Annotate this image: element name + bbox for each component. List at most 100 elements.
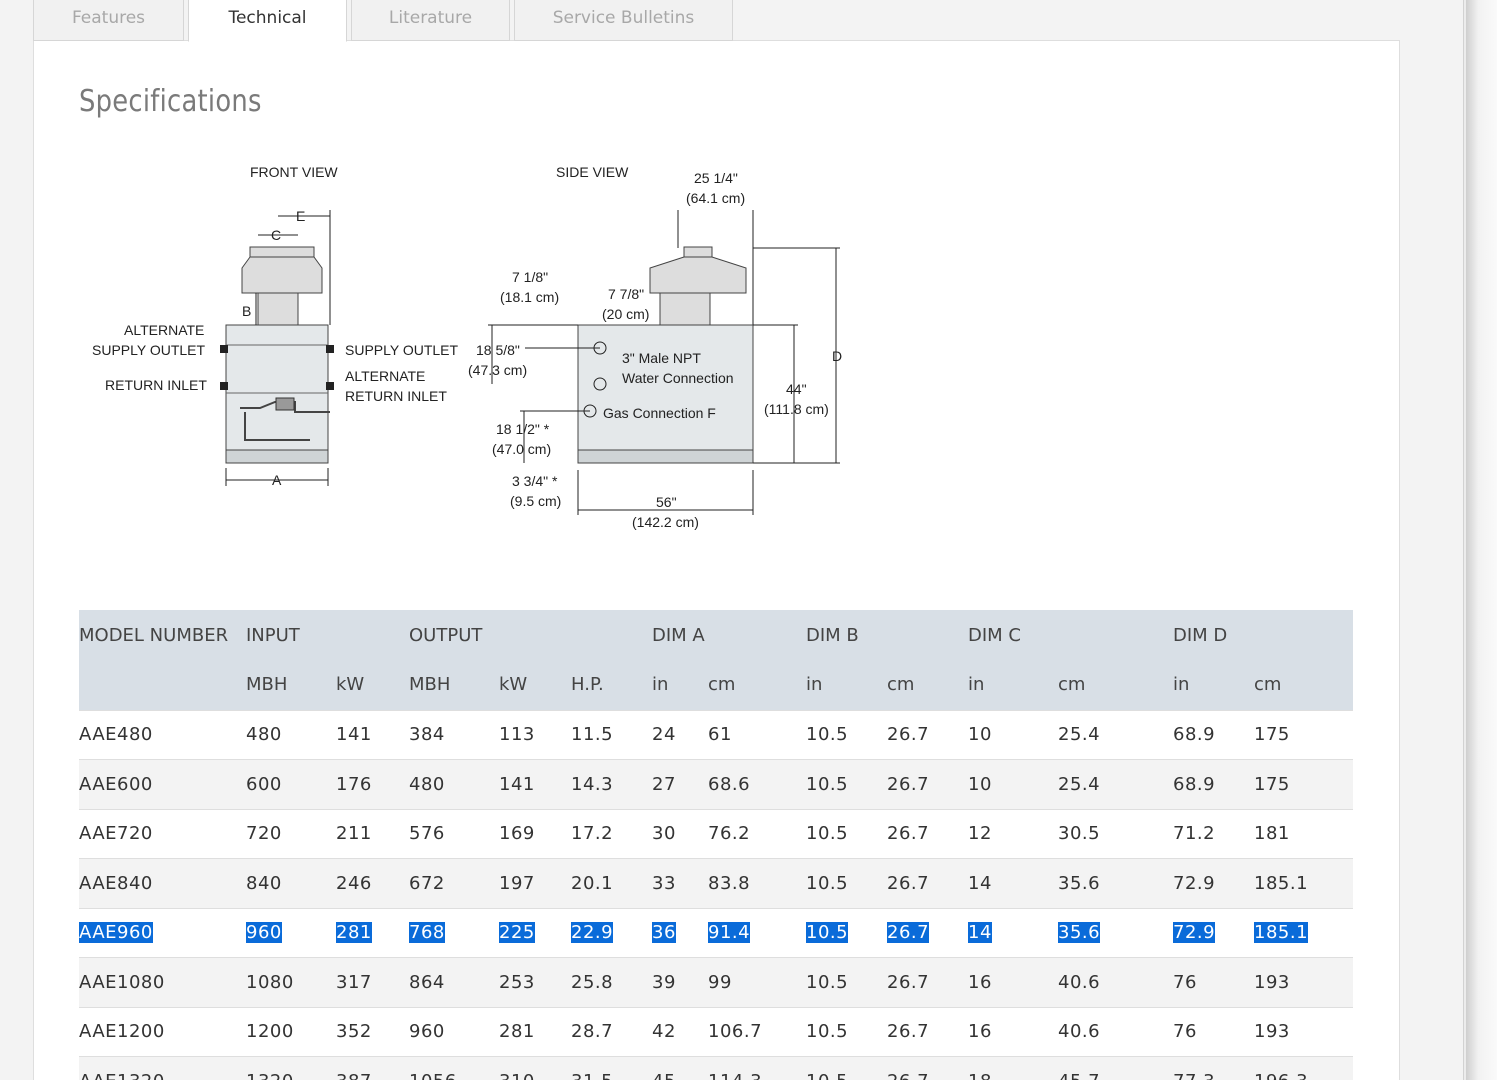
- side-body: [577, 324, 754, 464]
- dim-e-label: E: [296, 208, 305, 224]
- dimension-diagram: FRONT VIEW E C B A ALTERNATE SUPPLY OUTL…: [92, 164, 842, 530]
- model-number-cell: AAE1080: [79, 957, 246, 1007]
- cell-value: 672: [409, 872, 445, 894]
- cell-value: 10.5: [806, 724, 849, 746]
- table-row[interactable]: AAE480 480 141 384 113 11.5 24 61 10.5 26.7 10 25.4…: [79, 709, 1353, 760]
- table-cell: 864: [409, 957, 499, 1007]
- side-flue-cap: [683, 246, 713, 258]
- tab-technical[interactable]: Technical: [188, 0, 347, 42]
- table-cell: 175: [1254, 759, 1353, 809]
- table-cell: 39: [652, 957, 708, 1007]
- table-cell: 83.8: [708, 858, 806, 908]
- cell-value: 10.5: [806, 922, 849, 944]
- table-row[interactable]: AAE960 960 281 768 225 22.9 36 91.4 10.5 26.7 14 35…: [79, 907, 1353, 958]
- model-number-cell: AAE840: [79, 858, 246, 908]
- table-row[interactable]: AAE1080 1080 317 864 253 25.8 39 99 10.5 26.7 16 40…: [79, 957, 1353, 1007]
- table-cell: 11.5: [571, 709, 652, 760]
- tab-features[interactable]: Features: [33, 0, 184, 41]
- table-cell: 352: [336, 1006, 409, 1057]
- cell-value: 36: [652, 922, 676, 944]
- tab-literature[interactable]: Literature: [351, 0, 510, 41]
- table-cell: 1200: [246, 1006, 336, 1057]
- table-cell: 31.5: [571, 1056, 652, 1080]
- table-cell: 28.7: [571, 1006, 652, 1057]
- table-cell: 114.3: [708, 1056, 806, 1080]
- cell-value: 76.2: [708, 823, 751, 845]
- table-cell: 225: [499, 907, 571, 958]
- cell-value: 10.5: [806, 1071, 848, 1080]
- cell-value: AAE480: [79, 724, 153, 746]
- table-cell: 181: [1254, 808, 1353, 859]
- cell-value: 26.7: [887, 1071, 929, 1080]
- table-cell: 76.2: [708, 808, 806, 859]
- table-cell: 18: [968, 1056, 1058, 1080]
- cell-value: 16: [968, 1021, 992, 1043]
- tab-service-bulletins[interactable]: Service Bulletins: [514, 0, 733, 41]
- table-cell: 26.7: [887, 957, 968, 1007]
- cell-value: 246: [336, 872, 372, 894]
- table-cell: 384: [409, 709, 499, 760]
- table-cell: 10.5: [806, 1006, 887, 1057]
- table-cell: 26.7: [887, 709, 968, 760]
- cell-value: 40.6: [1058, 971, 1101, 993]
- table-row[interactable]: AAE720 720 211 576 169 17.2 30 76.2 10.5 26.7 12 30…: [79, 808, 1353, 859]
- side-base: [577, 449, 754, 464]
- cell-value: 181: [1254, 823, 1290, 845]
- table-cell: 720: [246, 808, 336, 859]
- table-cell: 10.5: [806, 709, 887, 760]
- table-cell: 61: [708, 709, 806, 760]
- cell-value: 10: [968, 724, 992, 746]
- table-cell: 960: [409, 1006, 499, 1057]
- table-cell: 141: [499, 759, 571, 809]
- cell-value: 11.5: [571, 724, 614, 746]
- return-inlet-label: RETURN INLET: [105, 377, 207, 393]
- table-cell: 768: [409, 907, 499, 958]
- cell-value: 185.1: [1254, 872, 1309, 894]
- unit-header-cell: MBH: [246, 660, 336, 710]
- table-cell: 1056: [409, 1056, 499, 1080]
- table-row[interactable]: AAE1320 1320 387 1056 310 31.5 45 114.3 10.5 26.7…: [79, 1056, 1353, 1080]
- cell-value: 10.5: [806, 823, 849, 845]
- cell-value: 91.4: [708, 922, 751, 944]
- table-cell: 68.9: [1173, 709, 1254, 760]
- model-number-cell: AAE720: [79, 808, 246, 859]
- cell-value: 72.9: [1173, 872, 1216, 894]
- table-cell: 77.3: [1173, 1056, 1254, 1080]
- table-row[interactable]: AAE600 600 176 480 141 14.3 27 68.6 10.5 26.7 10 25…: [79, 759, 1353, 809]
- height-cm: (111.8 cm): [764, 401, 829, 417]
- cell-value: 600: [246, 773, 282, 795]
- cell-value: 387: [336, 1071, 372, 1080]
- table-row[interactable]: AAE1200 1200 352 960 281 28.7 42 106.7 10.5 26.7 1…: [79, 1006, 1353, 1057]
- front-body: [225, 324, 329, 464]
- table-cell: 106.7: [708, 1006, 806, 1057]
- cell-value: 17.2: [571, 823, 614, 845]
- table-cell: 76: [1173, 957, 1254, 1007]
- table-cell: 113: [499, 709, 571, 760]
- model-number-cell: AAE1200: [79, 1006, 246, 1057]
- gas-valve: [275, 397, 295, 411]
- cell-value: 30.5: [1058, 823, 1101, 845]
- gas-height-in: 18 1/2" *: [496, 421, 550, 437]
- cell-value: AAE840: [79, 872, 153, 894]
- cell-value: 27: [652, 773, 676, 795]
- cell-value: 281: [336, 922, 372, 944]
- table-cell: 72.9: [1173, 858, 1254, 908]
- water-inlet-connection: [593, 377, 607, 391]
- cell-value: 175: [1254, 773, 1290, 795]
- table-cell: 27: [652, 759, 708, 809]
- table-row[interactable]: AAE840 840 246 672 197 20.1 33 83.8 10.5 26.7 14 35…: [79, 858, 1353, 908]
- side-vent-pipe: [659, 292, 711, 326]
- base-cm: (9.5 cm): [510, 493, 561, 509]
- cell-value: 22.9: [571, 922, 614, 944]
- table-cell: 72.9: [1173, 907, 1254, 958]
- cell-value: 40.6: [1058, 1021, 1101, 1043]
- table-cell: 387: [336, 1056, 409, 1080]
- return-inlet-stub: [220, 382, 228, 390]
- table-cell: 281: [336, 907, 409, 958]
- table-cell: 26.7: [887, 858, 968, 908]
- table-cell: 840: [246, 858, 336, 908]
- table-cell: 10.5: [806, 858, 887, 908]
- cell-value: 45: [652, 1071, 676, 1080]
- dim-c-label: C: [271, 227, 281, 243]
- cell-value: 310: [499, 1071, 535, 1080]
